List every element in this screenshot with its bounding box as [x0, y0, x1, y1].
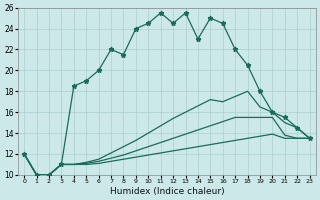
X-axis label: Humidex (Indice chaleur): Humidex (Indice chaleur)	[109, 187, 224, 196]
